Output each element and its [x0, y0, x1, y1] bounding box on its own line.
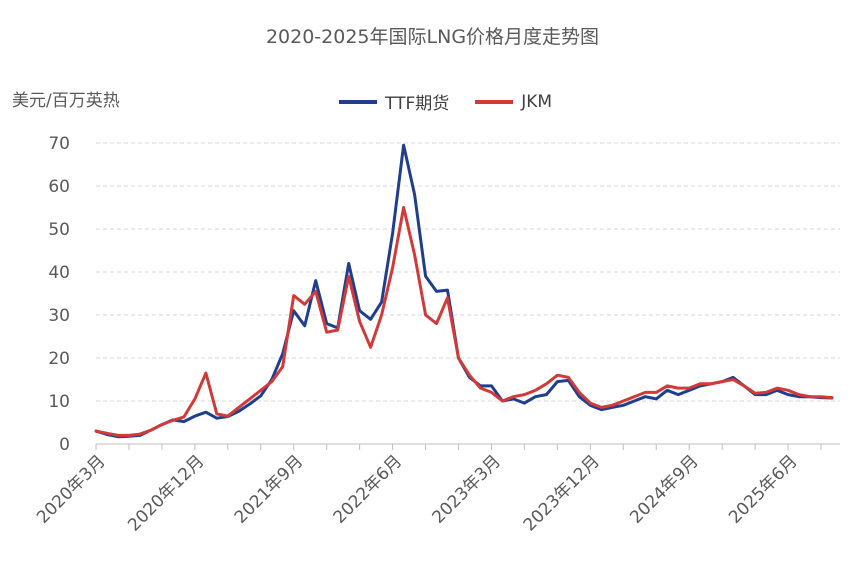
y-tick-label: 60: [48, 177, 70, 197]
y-tick-label: 20: [48, 349, 70, 369]
legend: TTF期货 JKM: [339, 89, 578, 114]
legend-swatch-jkm: [475, 99, 514, 104]
x-tick-label: 2023年12月: [520, 451, 604, 535]
x-tick-label: 2024年9月: [626, 451, 702, 527]
x-tick-label: 2023年3月: [429, 451, 505, 527]
y-tick-label: 70: [48, 134, 70, 154]
x-tick-label: 2022年6月: [330, 451, 406, 527]
x-tick-label: 2020年3月: [33, 451, 109, 527]
y-tick-label: 0: [59, 435, 70, 455]
legend-item-ttf: TTF期货: [339, 89, 449, 114]
legend-item-jkm: JKM: [475, 92, 552, 112]
y-axis-unit-label: 美元/百万英热: [12, 91, 120, 111]
chart-title: 2020-2025年国际LNG价格月度走势图: [265, 26, 600, 48]
y-tick-label: 50: [48, 220, 70, 240]
legend-label-ttf: TTF期货: [385, 94, 450, 114]
series-line-ttf: [94, 143, 834, 439]
legend-swatch-ttf: [339, 99, 377, 104]
series-line-jkm: [94, 206, 834, 437]
y-tick-label: 40: [48, 263, 70, 283]
x-tick-label: 2021年9月: [231, 451, 307, 527]
x-tick-label: 2020年12月: [124, 451, 208, 535]
x-tick-label: 2025年6月: [725, 451, 801, 527]
y-tick-label: 10: [48, 392, 70, 412]
legend-label-jkm: JKM: [521, 91, 553, 112]
y-tick-label: 30: [48, 306, 70, 326]
